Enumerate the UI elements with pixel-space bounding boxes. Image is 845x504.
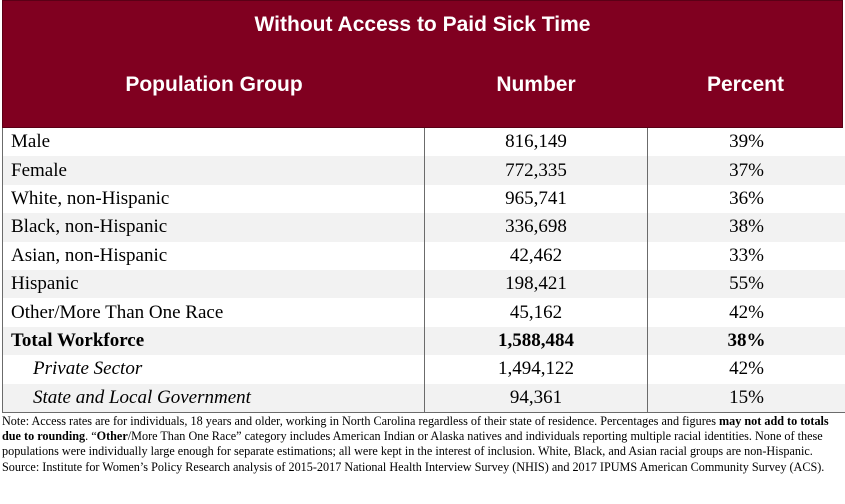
- row-percent: 36%: [647, 184, 845, 214]
- row-group: Private Sector: [2, 355, 425, 384]
- table-row: White, non-Hispanic 965,741 36%: [2, 184, 845, 214]
- note-text: . “: [85, 429, 97, 444]
- row-percent: 38%: [647, 213, 845, 242]
- row-percent: 55%: [647, 269, 845, 299]
- column-header-percent: Percent: [706, 73, 785, 96]
- row-group: State and Local Government: [2, 383, 425, 413]
- table-row: Asian, non-Hispanic 42,462 33%: [2, 241, 845, 270]
- row-percent: 42%: [647, 298, 845, 327]
- row-number: 42,462: [424, 241, 648, 270]
- table-row: Black, non-Hispanic 336,698 38%: [2, 213, 845, 242]
- table-title: Without Access to Paid Sick Time: [254, 13, 591, 36]
- column-header-number: Number: [496, 73, 576, 96]
- row-group: Asian, non-Hispanic: [2, 241, 425, 270]
- row-percent: 42%: [647, 355, 845, 384]
- row-number: 1,494,122: [424, 355, 648, 384]
- row-percent: 38%: [647, 326, 845, 356]
- total-row: Total Workforce 1,588,484 38%: [2, 326, 845, 356]
- row-number: 198,421: [424, 269, 648, 299]
- note-emphasis: may not add to totals due to rounding: [2, 414, 829, 444]
- row-number: 816,149: [424, 128, 648, 157]
- subgroup-row: State and Local Government 94,361 15%: [2, 383, 845, 413]
- table-note: Note: Access rates are for individuals, …: [2, 414, 845, 475]
- row-number: 45,162: [424, 298, 648, 327]
- row-number: 336,698: [424, 213, 648, 242]
- row-number: 1,588,484: [424, 326, 648, 356]
- note-text: /More Than One Race” category includes A…: [2, 429, 825, 474]
- row-group: Black, non-Hispanic: [2, 213, 425, 242]
- row-percent: 37%: [647, 156, 845, 185]
- row-number: 94,361: [424, 383, 648, 413]
- row-number: 965,741: [424, 184, 648, 214]
- row-percent: 33%: [647, 241, 845, 270]
- table-row: Male 816,149 39%: [2, 128, 845, 157]
- column-header-group: Population Group: [125, 73, 303, 96]
- row-percent: 39%: [647, 128, 845, 157]
- row-group: Hispanic: [2, 269, 425, 299]
- row-percent: 15%: [647, 383, 845, 413]
- row-group: Female: [2, 156, 425, 185]
- row-group: Other/More Than One Race: [2, 298, 425, 327]
- data-table: Male 816,149 39% Female 772,335 37% Whit…: [2, 128, 845, 413]
- table-row: Hispanic 198,421 55%: [2, 269, 845, 299]
- note-text: Note: Access rates are for individuals, …: [2, 414, 719, 428]
- subgroup-row: Private Sector 1,494,122 42%: [2, 355, 845, 384]
- row-group: Total Workforce: [2, 326, 425, 356]
- row-group: Male: [2, 128, 425, 157]
- sick-time-table: Without Access to Paid Sick Time Populat…: [2, 0, 845, 413]
- note-emphasis: Other: [96, 429, 128, 444]
- table-row: Female 772,335 37%: [2, 156, 845, 185]
- row-number: 772,335: [424, 156, 648, 185]
- row-group: White, non-Hispanic: [2, 184, 425, 214]
- table-header: Without Access to Paid Sick Time Populat…: [2, 0, 843, 128]
- table-row: Other/More Than One Race 45,162 42%: [2, 298, 845, 327]
